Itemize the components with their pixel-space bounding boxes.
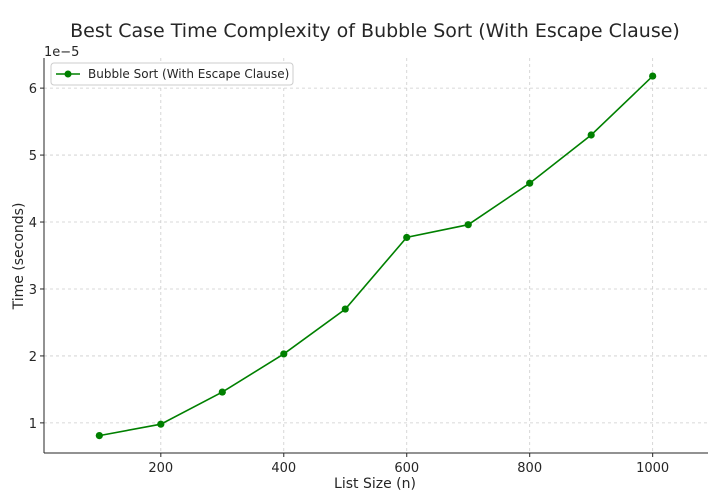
legend-box bbox=[50, 62, 294, 86]
data-point bbox=[280, 350, 288, 358]
data-point bbox=[587, 131, 595, 139]
series-layer bbox=[95, 72, 657, 440]
y-tick-label: 4 bbox=[29, 216, 37, 231]
data-point bbox=[526, 179, 534, 187]
legend-marker bbox=[64, 70, 72, 78]
series-line bbox=[99, 75, 654, 437]
y-tick-label: 6 bbox=[29, 82, 37, 97]
y-axis-label: Time (seconds) bbox=[11, 203, 27, 311]
x-tick-label: 400 bbox=[271, 461, 296, 476]
y-tick-label: 2 bbox=[29, 350, 37, 365]
y-axis-offset-label: 1e−5 bbox=[44, 45, 79, 60]
axes bbox=[43, 58, 708, 454]
ticks: 200 400 600 800 1000 1 2 3 4 5 6 bbox=[29, 82, 669, 476]
grid bbox=[44, 58, 708, 453]
x-tick-label: 200 bbox=[148, 461, 173, 476]
data-point bbox=[464, 221, 472, 229]
x-tick-label: 600 bbox=[394, 461, 419, 476]
data-point bbox=[341, 305, 349, 313]
data-point bbox=[218, 388, 226, 396]
data-point bbox=[649, 72, 657, 80]
data-point bbox=[95, 431, 103, 440]
y-tick-label: 1 bbox=[29, 417, 37, 432]
data-point bbox=[157, 420, 165, 428]
chart-title: Best Case Time Complexity of Bubble Sort… bbox=[70, 20, 680, 42]
legend: Bubble Sort (With Escape Clause) bbox=[50, 62, 294, 86]
data-point bbox=[403, 233, 411, 242]
x-tick-label: 800 bbox=[517, 461, 542, 476]
y-tick-label: 3 bbox=[29, 283, 37, 298]
legend-entry-label: Bubble Sort (With Escape Clause) bbox=[88, 67, 289, 81]
x-tick-label: 1000 bbox=[636, 461, 669, 476]
x-axis-label: List Size (n) bbox=[334, 476, 416, 492]
y-tick-label: 5 bbox=[29, 149, 37, 164]
